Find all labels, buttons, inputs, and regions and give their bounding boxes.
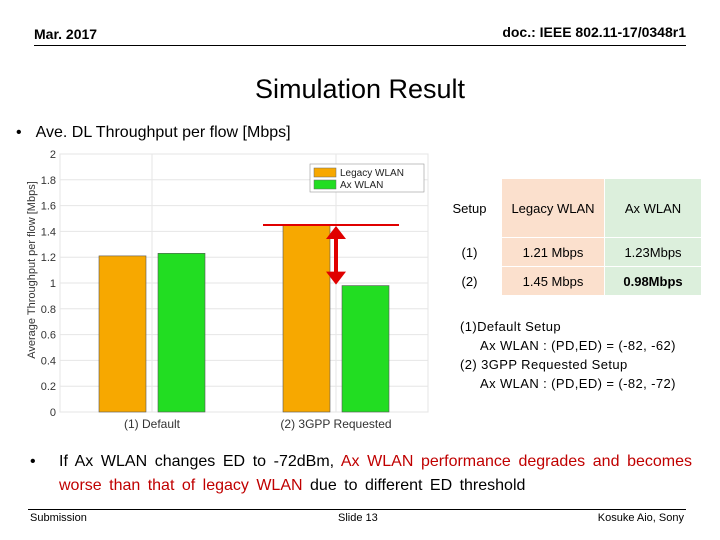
y-tick-label: 0.2: [41, 381, 56, 393]
x-tick-label: (1) Default: [124, 417, 181, 431]
bullet-dot: •: [16, 124, 22, 141]
y-tick-label: 1.8: [41, 175, 56, 187]
table-cell-legacy: 1.45 Mbps: [501, 266, 605, 296]
arrow-head-up: [326, 225, 346, 239]
table-cell-ax: 1.23Mbps: [604, 237, 702, 267]
throughput-bar-chart: 00.20.40.60.811.21.41.61.82 (1) Default(…: [26, 149, 429, 431]
bar: [157, 253, 206, 413]
table-cell-legacy: 1.21 Mbps: [501, 237, 605, 267]
footer-divider: [28, 509, 686, 510]
table-header-legacy: Legacy WLAN: [501, 178, 605, 238]
y-axis-label: Average Throughput per flow [Mbps]: [26, 181, 38, 359]
conclusion-part-3: due to different ED threshold: [310, 477, 526, 494]
y-tick-labels: 0 0.2 0.4 0.6 0.8 1 1.2 1.4 1.6 1.8 2: [41, 149, 56, 419]
x-tick-label: (2) 3GPP Requested: [280, 417, 391, 431]
footer-slide-number: Slide 13: [338, 512, 378, 524]
y-tick-label: 0.6: [41, 330, 56, 342]
conclusion-highlight: Ax WLAN performance degrades and becomes…: [59, 453, 693, 494]
table-header-ax: Ax WLAN: [604, 178, 702, 238]
y-tick-label: 2: [50, 149, 56, 161]
bullet-throughput: • Ave. DL Throughput per flow [Mbps]: [16, 124, 291, 142]
note-line: (1)Default Setup: [460, 319, 562, 334]
bar: [282, 224, 331, 413]
table-header-row: Setup Legacy WLAN Ax WLAN: [437, 178, 702, 238]
table-row: (1) 1.21 Mbps 1.23Mbps: [437, 237, 702, 267]
note-line: Ax WLAN : (PD,ED) = (-82, -72): [480, 376, 676, 391]
bullet-conclusion-text: If Ax WLAN changes ED to -72dBm, Ax WLAN…: [59, 450, 692, 498]
footer-author: Kosuke Aio, Sony: [597, 512, 684, 524]
header-doc-id: doc.: IEEE 802.11-17/0348r1: [502, 24, 686, 40]
slide-title: Simulation Result: [254, 74, 466, 104]
y-tick-label: 0.4: [41, 355, 56, 367]
conclusion-part-1: If Ax WLAN changes ED to -72dBm,: [59, 453, 335, 470]
setup-notes: (1)Default Setup Ax WLAN : (PD,ED) = (-8…: [460, 317, 676, 393]
y-tick-label: 0.8: [41, 304, 56, 316]
legend-swatch: [313, 179, 337, 190]
y-tick-label: 1.2: [41, 252, 56, 264]
bar: [341, 285, 390, 413]
table-cell-setup: (1): [437, 237, 502, 267]
bullet-dot: •: [30, 453, 36, 470]
table-row: (2) 1.45 Mbps 0.98Mbps: [437, 266, 702, 296]
header-divider: [34, 45, 686, 46]
y-tick-label: 0: [50, 407, 56, 419]
table-header-setup: Setup: [437, 178, 502, 238]
header-date: Mar. 2017: [34, 26, 98, 42]
legend-label: Legacy WLAN: [340, 168, 404, 179]
arrow-head-down: [326, 271, 346, 285]
y-tick-label: 1.4: [41, 226, 56, 238]
y-tick-label: 1: [50, 278, 56, 290]
legend-label: Ax WLAN: [340, 180, 383, 191]
table-cell-ax: 0.98Mbps: [604, 266, 702, 296]
footer-submission: Submission: [30, 512, 87, 524]
note-line: (2) 3GPP Requested Setup: [460, 357, 628, 372]
result-table: Setup Legacy WLAN Ax WLAN (1) 1.21 Mbps …: [437, 178, 702, 296]
note-line: Ax WLAN : (PD,ED) = (-82, -62): [480, 338, 676, 353]
bullet-conclusion: • If Ax WLAN changes ED to -72dBm, Ax WL…: [30, 450, 692, 498]
degradation-annotation: [263, 223, 399, 285]
x-tick-labels: (1) Default (2) 3GPP Requested: [124, 417, 392, 431]
bar: [98, 255, 147, 413]
table-cell-setup: (2): [437, 266, 502, 296]
bullet-throughput-text: Ave. DL Throughput per flow [Mbps]: [35, 124, 291, 141]
y-tick-label: 1.6: [41, 201, 56, 213]
legend-swatch: [313, 167, 337, 178]
chart-bars: [98, 224, 390, 413]
